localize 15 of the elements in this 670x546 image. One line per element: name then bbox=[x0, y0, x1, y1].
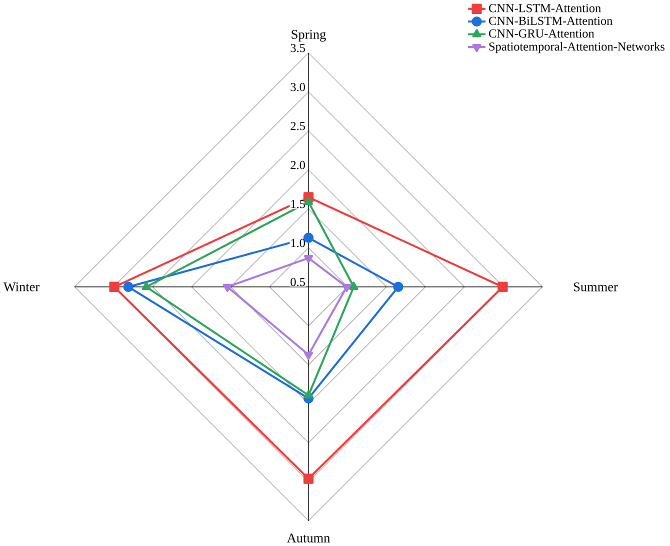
spoke-label: Winter bbox=[3, 282, 40, 292]
spoke-label: Spring bbox=[292, 30, 326, 42]
y-tick-label: 1.0 bbox=[291, 238, 305, 248]
legend-label: CNN-LSTM-Attention bbox=[489, 4, 601, 12]
legend-label: Spatiotemporal-Attention-Networks bbox=[489, 42, 664, 54]
spoke-label: Autumn bbox=[286, 534, 330, 543]
y-tick-label: 2.5 bbox=[290, 122, 305, 130]
legend-label: CNN-GRU-Attention bbox=[489, 29, 594, 38]
y-tick-label: 2.0 bbox=[290, 160, 305, 170]
y-tick-label: 3.5 bbox=[290, 44, 305, 52]
spoke-label: Summer bbox=[574, 282, 618, 292]
legend-label: CNN-BiLSTM-Attention bbox=[489, 16, 613, 26]
y-tick-label: 0.5 bbox=[290, 278, 305, 286]
y-tick-label: 1.5 bbox=[291, 200, 305, 208]
y-tick-label: 3.0 bbox=[290, 82, 305, 92]
